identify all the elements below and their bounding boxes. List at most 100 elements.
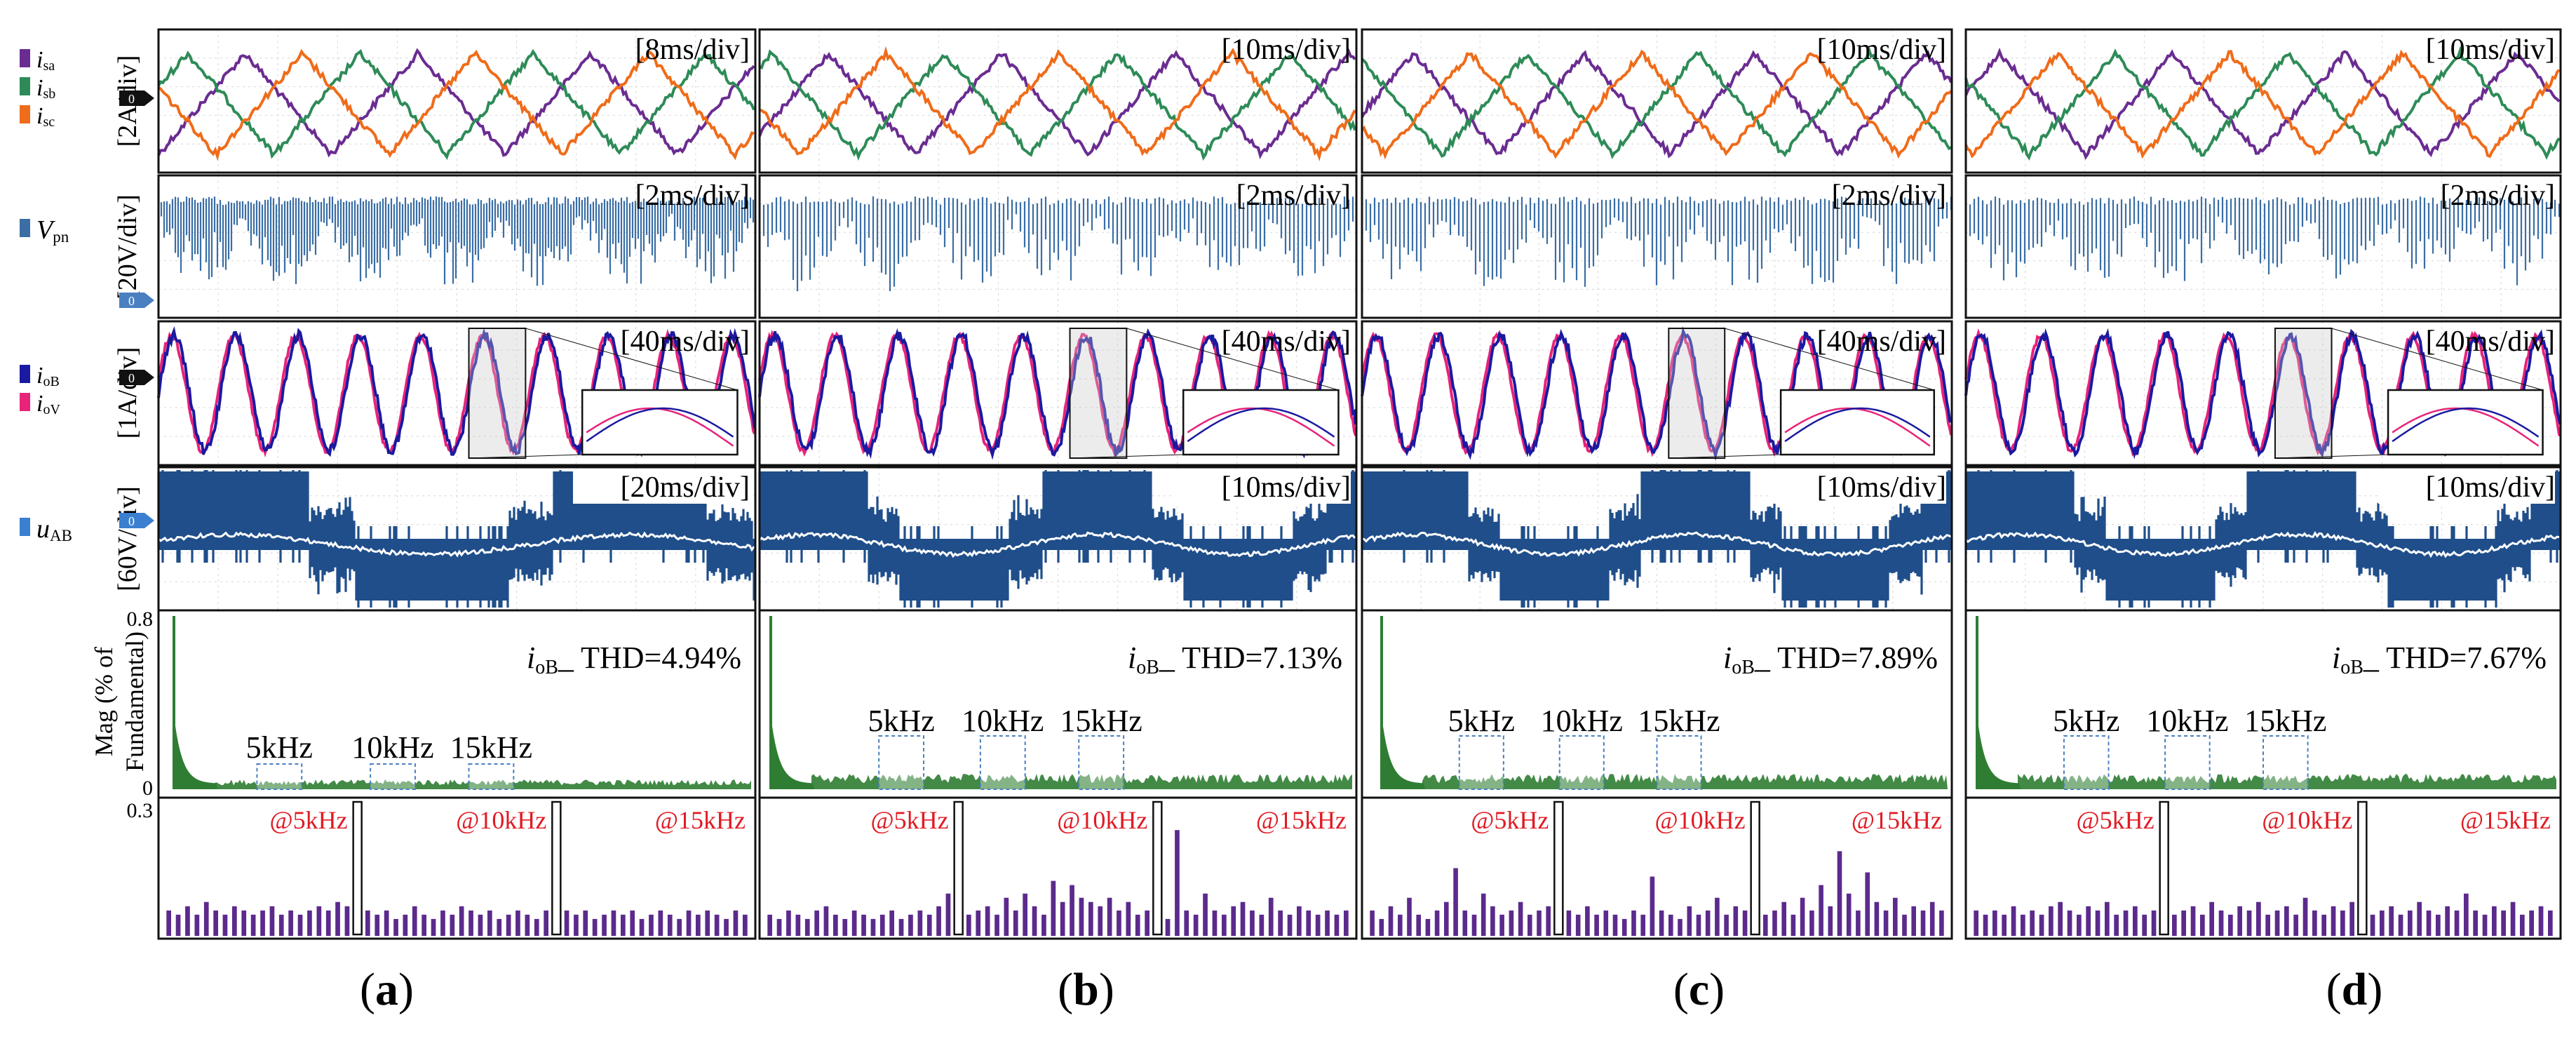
harmonic-bar xyxy=(1004,897,1009,936)
harmonic-bar xyxy=(1070,885,1074,936)
panel-label-letter: d xyxy=(2342,964,2368,1015)
harmonic-window xyxy=(1656,735,1702,790)
harmonic-bar xyxy=(1107,897,1112,936)
harmonic-bar xyxy=(450,914,455,936)
zoom-bars-plot xyxy=(1362,798,1952,939)
zoom-leader xyxy=(1070,454,1184,459)
harmonic-bar xyxy=(804,918,810,936)
harmonic-bar xyxy=(2142,914,2147,936)
phase-current-trace xyxy=(758,48,1356,160)
harmonic-bar xyxy=(1659,910,1664,936)
harmonic-annotation: @15kHz xyxy=(655,806,746,834)
fft-tail xyxy=(772,726,814,789)
harmonic-label: 10kHz xyxy=(962,704,1044,738)
harmonic-bar xyxy=(926,914,932,936)
plot-frame xyxy=(758,174,1358,319)
zero-marker-arrow xyxy=(119,370,154,385)
row-unit-label: [20V/div] xyxy=(113,194,142,300)
zoom-bars-plot xyxy=(159,798,755,939)
fft-noise-floor xyxy=(215,779,751,789)
thd-label: ioB_ THD=7.13% xyxy=(1128,641,1342,678)
timebase-label: [2ms/div] xyxy=(635,180,750,212)
harmonic-bar xyxy=(2095,910,2100,936)
fft-tail xyxy=(1383,726,1425,789)
plot-frame xyxy=(157,174,757,319)
harmonic-window xyxy=(2063,735,2110,790)
harmonic-bar xyxy=(705,910,710,936)
harmonic-bar xyxy=(393,918,398,936)
harmonic-bar xyxy=(2380,910,2385,936)
left-legend: isaisbiscVpnioBioVuAB[2A/div][20V/div][1… xyxy=(20,47,154,772)
thd-label-i: i xyxy=(1723,641,1732,675)
harmonic-bar xyxy=(2237,906,2242,936)
harmonic-bar xyxy=(630,910,635,936)
harmonic-bar xyxy=(2172,914,2177,936)
harmonic-bar xyxy=(459,906,464,936)
harmonic-bar xyxy=(1259,914,1265,936)
harmonic-bar xyxy=(185,906,190,936)
harmonic-bar xyxy=(2473,910,2478,936)
panel-label-letter: c xyxy=(1689,964,1709,1015)
harmonic-bar xyxy=(2492,906,2497,936)
harmonic-bar xyxy=(1846,893,1852,936)
harmonic-bar xyxy=(1865,872,1870,936)
harmonic-bar xyxy=(506,914,511,936)
harmonic-label: 10kHz xyxy=(351,730,433,765)
zero-marker: 0 xyxy=(119,91,154,106)
harmonic-bar xyxy=(344,906,350,936)
harmonic-annotation: @5kHz xyxy=(270,806,348,834)
zoom-inset xyxy=(2387,389,2544,456)
harmonic-bar xyxy=(515,910,520,936)
iob-swatch xyxy=(20,365,30,383)
harmonic-bar xyxy=(1175,830,1180,936)
harmonic-bar xyxy=(1032,906,1037,936)
harmonic-bar xyxy=(1088,901,1093,936)
fft-ytick: 0 xyxy=(142,777,153,800)
harmonic-bar xyxy=(1278,910,1283,936)
harmonic-bar xyxy=(1791,914,1796,936)
harmonic-bar xyxy=(412,906,417,936)
zoom-leader xyxy=(468,454,583,459)
timebase-label: [40ms/div] xyxy=(1817,326,1946,358)
harmonic-bar xyxy=(1983,914,1988,936)
harmonic-bar xyxy=(2464,893,2469,936)
harmonic-bar xyxy=(2370,914,2375,936)
uab-legend-subscript: AB xyxy=(50,527,72,544)
harmonic-bar xyxy=(2548,910,2553,936)
fft-fundamental-bar xyxy=(1976,616,1978,789)
zoom-leader xyxy=(2274,454,2389,459)
timebase-label: [2ms/div] xyxy=(2441,180,2555,212)
plot-frame xyxy=(758,796,1358,940)
harmonic-bar xyxy=(2284,906,2289,936)
zoom-source-box xyxy=(1668,328,1726,459)
harmonic-bar xyxy=(1856,910,1861,936)
harmonic-bar xyxy=(2482,914,2488,936)
panel-label-paren: ( xyxy=(360,964,375,1015)
harmonic-bar xyxy=(2246,910,2252,936)
phase-current-trace xyxy=(158,48,755,161)
harmonic-bar xyxy=(288,910,293,936)
harmonic-bar xyxy=(1929,901,1935,936)
group-separator xyxy=(1750,800,1760,936)
harmonic-bar xyxy=(316,906,322,936)
plot-frame xyxy=(157,28,757,174)
harmonic-bar xyxy=(1724,914,1729,936)
zero-marker-text: 0 xyxy=(128,514,135,528)
phase-current-trace xyxy=(1964,49,2561,159)
harmonic-bar xyxy=(1585,906,1590,936)
harmonic-bar xyxy=(1575,914,1581,936)
uab-fundamental-trace xyxy=(758,531,1356,558)
harmonic-bar xyxy=(213,910,218,936)
isa-legend-subscript: sa xyxy=(43,58,55,74)
timebase-label: [10ms/div] xyxy=(1817,471,1946,504)
harmonic-bar xyxy=(2123,910,2129,936)
harmonic-bar xyxy=(2520,914,2525,936)
harmonic-bar xyxy=(175,914,181,936)
harmonic-bar xyxy=(1800,897,1805,936)
fft-plot xyxy=(760,610,1356,798)
harmonic-bar xyxy=(994,914,999,936)
harmonic-bar xyxy=(733,910,739,936)
harmonic-label: 15kHz xyxy=(450,730,532,765)
panel-label: (a) xyxy=(360,964,414,1015)
harmonic-bar xyxy=(1434,910,1440,936)
